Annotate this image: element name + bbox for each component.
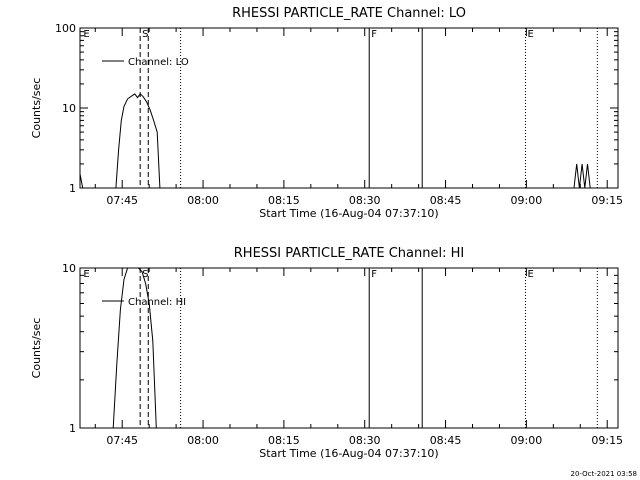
- x-axis-label: Start Time (16-Aug-04 07:37:10): [259, 207, 438, 220]
- y-axis-label: Counts/sec: [30, 78, 43, 139]
- event-marker-label: E: [83, 269, 89, 280]
- x-tick-label: 09:15: [591, 434, 623, 447]
- event-marker-label: F: [371, 29, 377, 40]
- chart-title: RHESSI PARTICLE_RATE Channel: HI: [234, 246, 464, 261]
- x-tick-label: 09:15: [591, 194, 623, 207]
- x-tick-label: 07:45: [106, 194, 138, 207]
- plot-frame: [79, 27, 619, 189]
- y-tick-label: 10: [62, 102, 76, 115]
- plot-frame: [79, 267, 619, 429]
- series-line: [112, 267, 157, 429]
- chart-panel-lo: RHESSI PARTICLE_RATE Channel: LO Counts/s…: [30, 6, 623, 220]
- y-tick-label: 1: [69, 182, 76, 195]
- event-marker-label: E: [527, 29, 533, 40]
- y-tick-label: 10: [62, 262, 76, 275]
- chart-panel-hi: RHESSI PARTICLE_RATE Channel: HI Counts/s…: [30, 246, 623, 460]
- x-tick-label: 07:45: [106, 434, 138, 447]
- x-tick-label: 08:15: [268, 194, 300, 207]
- x-tick-label: 08:45: [430, 194, 462, 207]
- timestamp: 20-Oct-2021 03:58: [571, 470, 637, 478]
- series-line: [573, 163, 591, 189]
- chart-title: RHESSI PARTICLE_RATE Channel: LO: [232, 6, 466, 21]
- x-axis-label: Start Time (16-Aug-04 07:37:10): [259, 447, 438, 460]
- legend-label: Channel: HI: [128, 297, 186, 308]
- x-tick-label: 08:30: [349, 434, 381, 447]
- event-marker-label: S: [142, 29, 148, 40]
- event-marker-label: S: [142, 269, 148, 280]
- x-tick-label: 08:00: [187, 194, 219, 207]
- event-marker-label: E: [527, 269, 533, 280]
- x-tick-label: 09:00: [511, 194, 543, 207]
- event-marker-label: E: [83, 29, 89, 40]
- legend-label: Channel: LO: [128, 57, 189, 68]
- series-line: [79, 93, 161, 189]
- x-tick-label: 08:15: [268, 434, 300, 447]
- y-axis-label: Counts/sec: [30, 318, 43, 379]
- x-tick-label: 08:45: [430, 434, 462, 447]
- event-marker-label: F: [371, 269, 377, 280]
- y-tick-label: 1: [69, 422, 76, 435]
- x-tick-label: 08:30: [349, 194, 381, 207]
- x-tick-label: 08:00: [187, 434, 219, 447]
- x-tick-label: 09:00: [511, 434, 543, 447]
- y-tick-label: 100: [55, 22, 76, 35]
